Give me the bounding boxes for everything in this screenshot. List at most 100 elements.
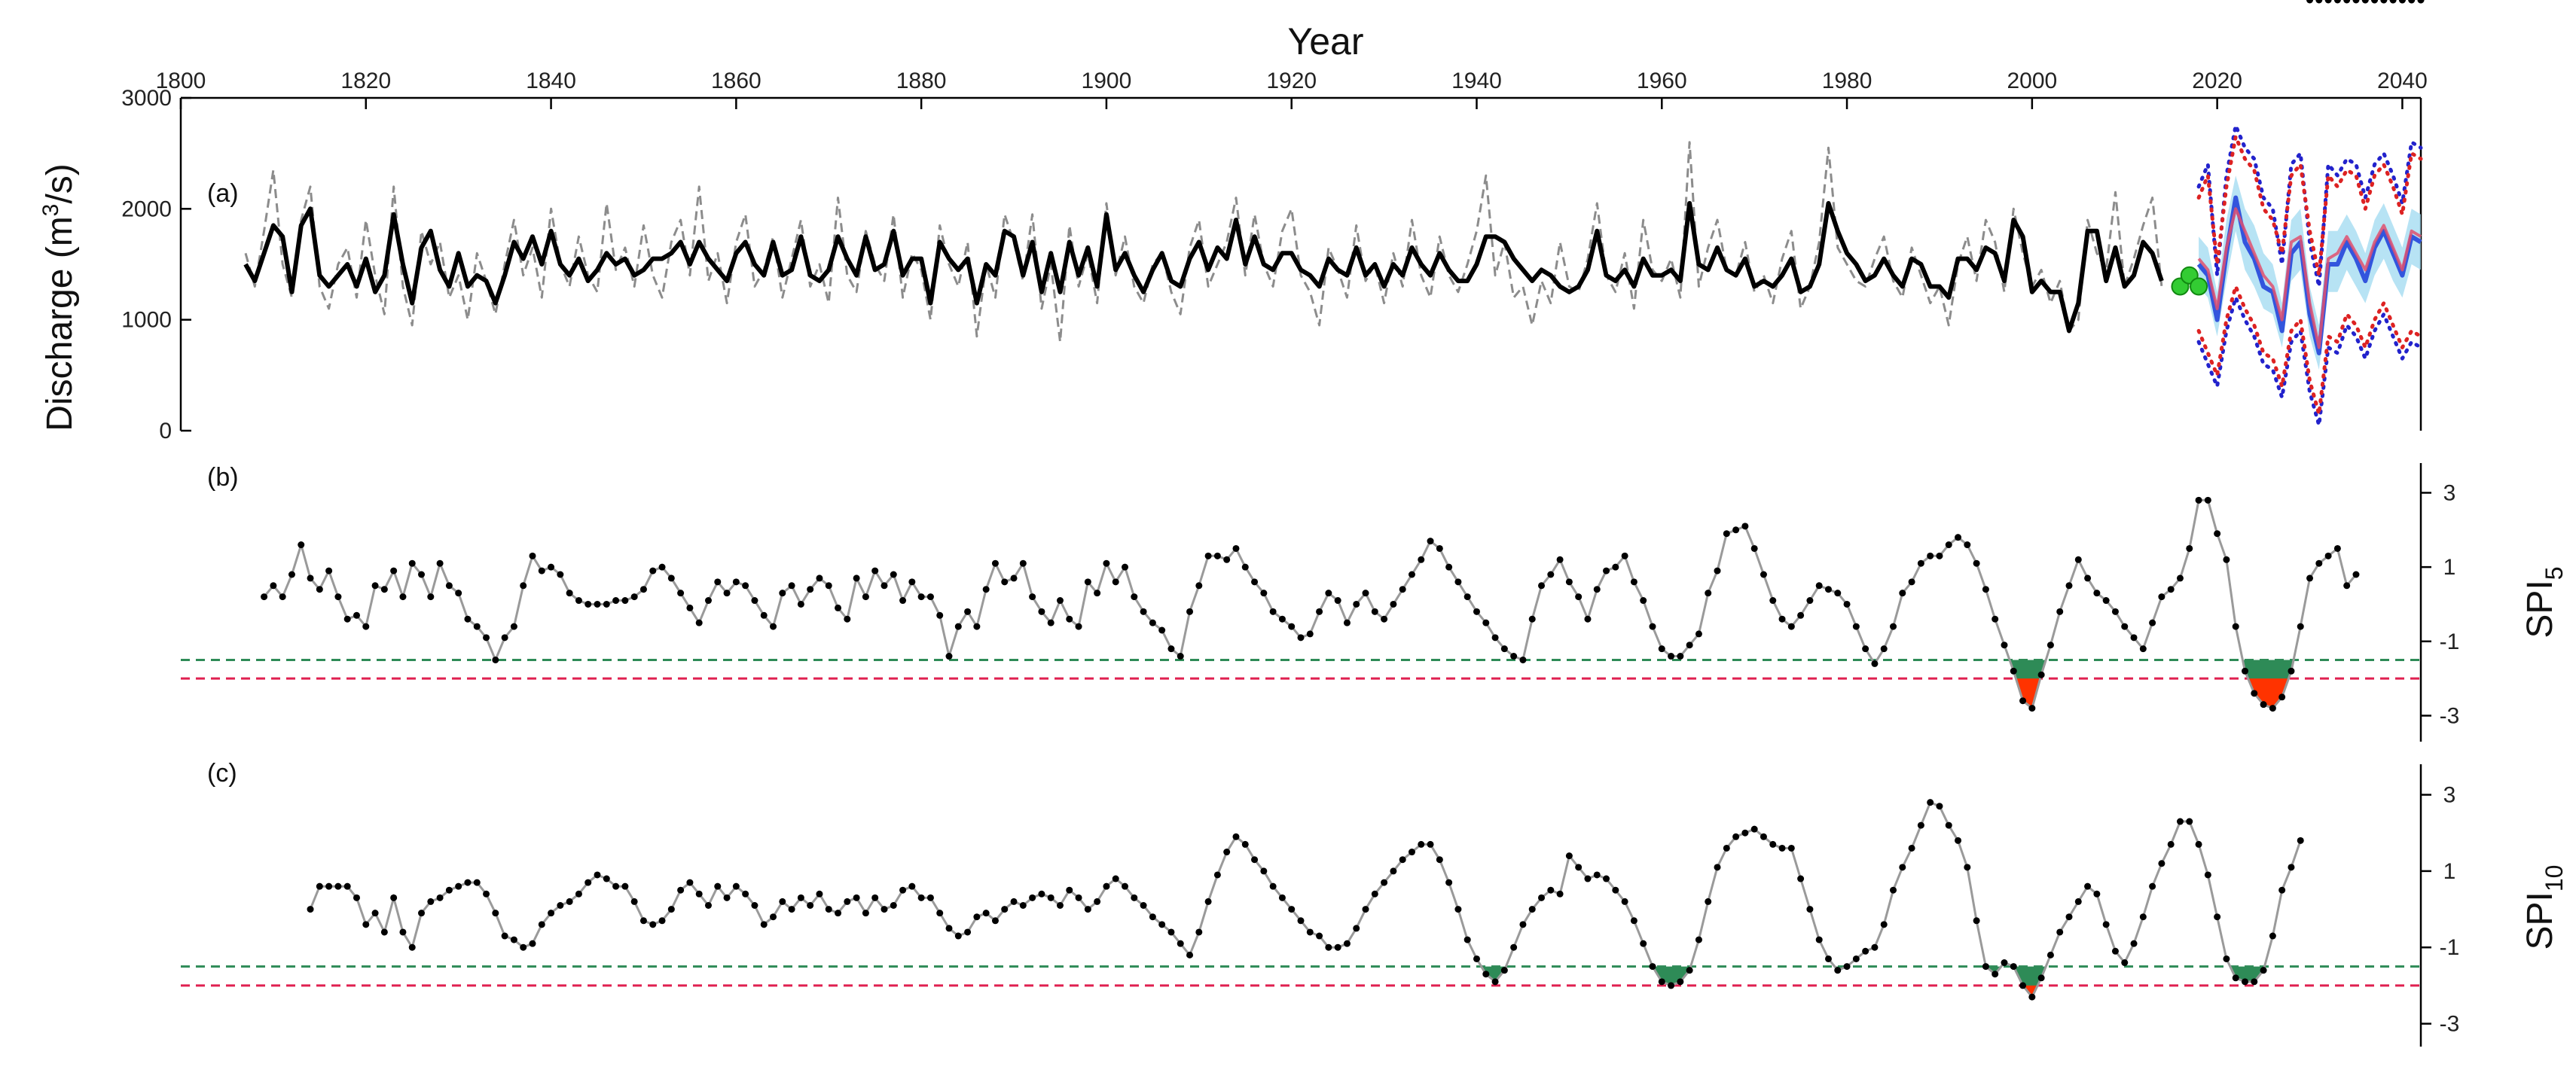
panel-b-spi-point-1912 [1213,552,1221,559]
panel-b-spi-point-2028 [2288,667,2295,675]
panel-b-spi-point-1845 [594,600,601,608]
panel-b-spi-point-1985 [1890,623,1897,630]
x-tick-label-1860: 1860 [711,69,762,93]
panel-c-spi-point-1991 [1945,821,1952,829]
panel-b-spi-point-1918 [1269,608,1277,615]
panel-b-spi-point-1908 [1177,653,1184,660]
panel-c-spi-point-1865 [779,898,786,905]
panel-c-spi-point-1833 [483,890,490,898]
panel-b-spi-point-1852 [658,563,666,571]
panel-b-spi-point-2033 [2333,544,2341,552]
panel-b-label: (b) [207,463,239,492]
panel-b-spi-point-1991 [1945,541,1952,549]
panel-c-spi-point-1826 [418,910,426,917]
panel-b-spi-point-1886 [973,623,981,630]
panel-a-ylabel: Discharge (m3/s) [38,163,80,431]
panel-c-spi-point-1819 [353,894,360,901]
panel-b-spi-point-1818 [343,615,351,623]
panel-b-spi-point-1968 [1732,526,1740,534]
panel-c-spi-point-1847 [612,882,620,890]
panel-b-spi-point-1928 [1362,590,1369,597]
panel-b-spi-point-1857 [704,597,712,605]
panel-c-spi-point-1859 [723,894,731,901]
panel-c-spi-point-1904 [1140,902,1147,909]
panel-c-spi-point-1922 [1306,928,1314,936]
panel-c-spi-point-1861 [742,890,749,898]
panel-c-spi-point-1978 [1824,955,1832,962]
panel-c-spi-point-1824 [399,928,407,936]
panel-c-spi-point-1988 [1917,821,1924,829]
panel-c-spi-point-1900 [1103,882,1110,890]
panel-b-spi-point-1972 [1769,597,1777,605]
panel-c-spi-point-1856 [695,890,703,898]
panel-c-spi-point-2040 [2398,0,2406,4]
panel-c-spi-point-1903 [1131,894,1138,901]
panel-c-spi-point-1915 [1241,840,1249,848]
panel-c-spi-point-1958 [1640,940,1647,947]
panel-c-spi-point-1949 [1556,890,1564,898]
panel-c-spi-point-2008 [2102,921,2110,928]
panel-c-spi-point-2009 [2111,947,2119,955]
panel-c-spi-point-1860 [732,882,740,890]
panel-c-spi-point-1926 [1343,940,1351,947]
panel-c-spi-point-1913 [1223,849,1231,856]
panel-c-spi-point-1823 [390,894,398,901]
panel-b-spi-point-1929 [1371,608,1378,615]
panel-c-spi-point-1814 [307,906,314,913]
panel-c-spi-point-1985 [1890,886,1897,894]
panel-b-spi-point-1993 [1964,541,1971,549]
panel-b-spi-point-1872 [844,615,851,623]
panel-c-spi-point-1935 [1427,840,1434,848]
panel-c-spi-point-1937 [1445,879,1453,886]
panel-b-spi-point-1916 [1251,578,1259,586]
panel-b-spi-point-1851 [649,567,657,575]
panel-b-spi-point-2029 [2297,623,2304,630]
panel-b-spi-point-1964 [1695,630,1702,638]
panel-b-spi-point-1956 [1621,552,1628,559]
panel-b-spi-point-2015 [2167,586,2175,593]
panel-b-spi-point-1860 [732,578,740,586]
panel-c-spi-point-1898 [1084,906,1091,913]
panel-b-spi-point-1826 [418,571,426,578]
panel-c-spi-point-1969 [1741,829,1749,837]
panel-c-spi-point-1879 [908,882,916,890]
panel-c-spi-point-1994 [1973,917,1980,925]
panel-b-spi-point-2019 [2204,496,2211,504]
panel-c-spi-point-1970 [1750,825,1758,833]
panel-b-spi-point-1865 [779,590,786,597]
panel-c-spi-point-1850 [639,917,647,925]
panel-c-spi-point-1963 [1686,967,1693,974]
panel-c-spi-point-2025 [2260,967,2267,974]
panel-c-spi-point-1950 [1565,852,1573,860]
panel-c-spi-point-2010 [2121,959,2129,967]
panel-b-spi-point-1914 [1232,544,1240,552]
panel-c-spi-point-1881 [926,894,934,901]
x-tick-label-1920: 1920 [1266,69,1317,93]
panel-c-spi-point-1855 [686,879,694,886]
panel-c-spi-point-1934 [1418,840,1425,848]
panel-c-spi-point-1959 [1649,963,1656,971]
panel-b-spi-point-1974 [1787,623,1795,630]
panel-c-spi-point-1862 [751,902,758,909]
x-tick-label-1820: 1820 [340,69,391,93]
panel-b-spi-point-2000 [2028,705,2036,712]
panel-c-spi-point-1877 [890,902,897,909]
panel-c-spi-point-2011 [2130,940,2138,947]
panel-b-spi-point-1843 [575,597,582,605]
panel-c-spi-point-2022 [2232,974,2239,982]
panel-c-spi-point-1973 [1778,844,1786,852]
panel-b-spi-point-1962 [1677,653,1684,660]
panel-c-spi-point-1894 [1047,894,1055,901]
panel-c-spi-point-1842 [566,898,573,905]
panel-c-spi-point-1924 [1325,943,1332,951]
panel-b-ytick-label--1: -1 [2440,629,2460,654]
panel-c-spi-point-1940 [1473,955,1480,962]
panel-b-spi-point-1904 [1140,608,1147,615]
panel-b-spi-point-2012 [2139,645,2147,653]
panel-b-spi-point-1919 [1278,615,1286,623]
panel-b-spi-point-1831 [464,615,472,623]
panel-b-spi-point-1983 [1871,660,1879,667]
panel-b-spi-point-1920 [1288,623,1296,630]
panel-b-spi-point-1848 [621,597,629,605]
panel-b-spi-point-2020 [2214,530,2221,538]
